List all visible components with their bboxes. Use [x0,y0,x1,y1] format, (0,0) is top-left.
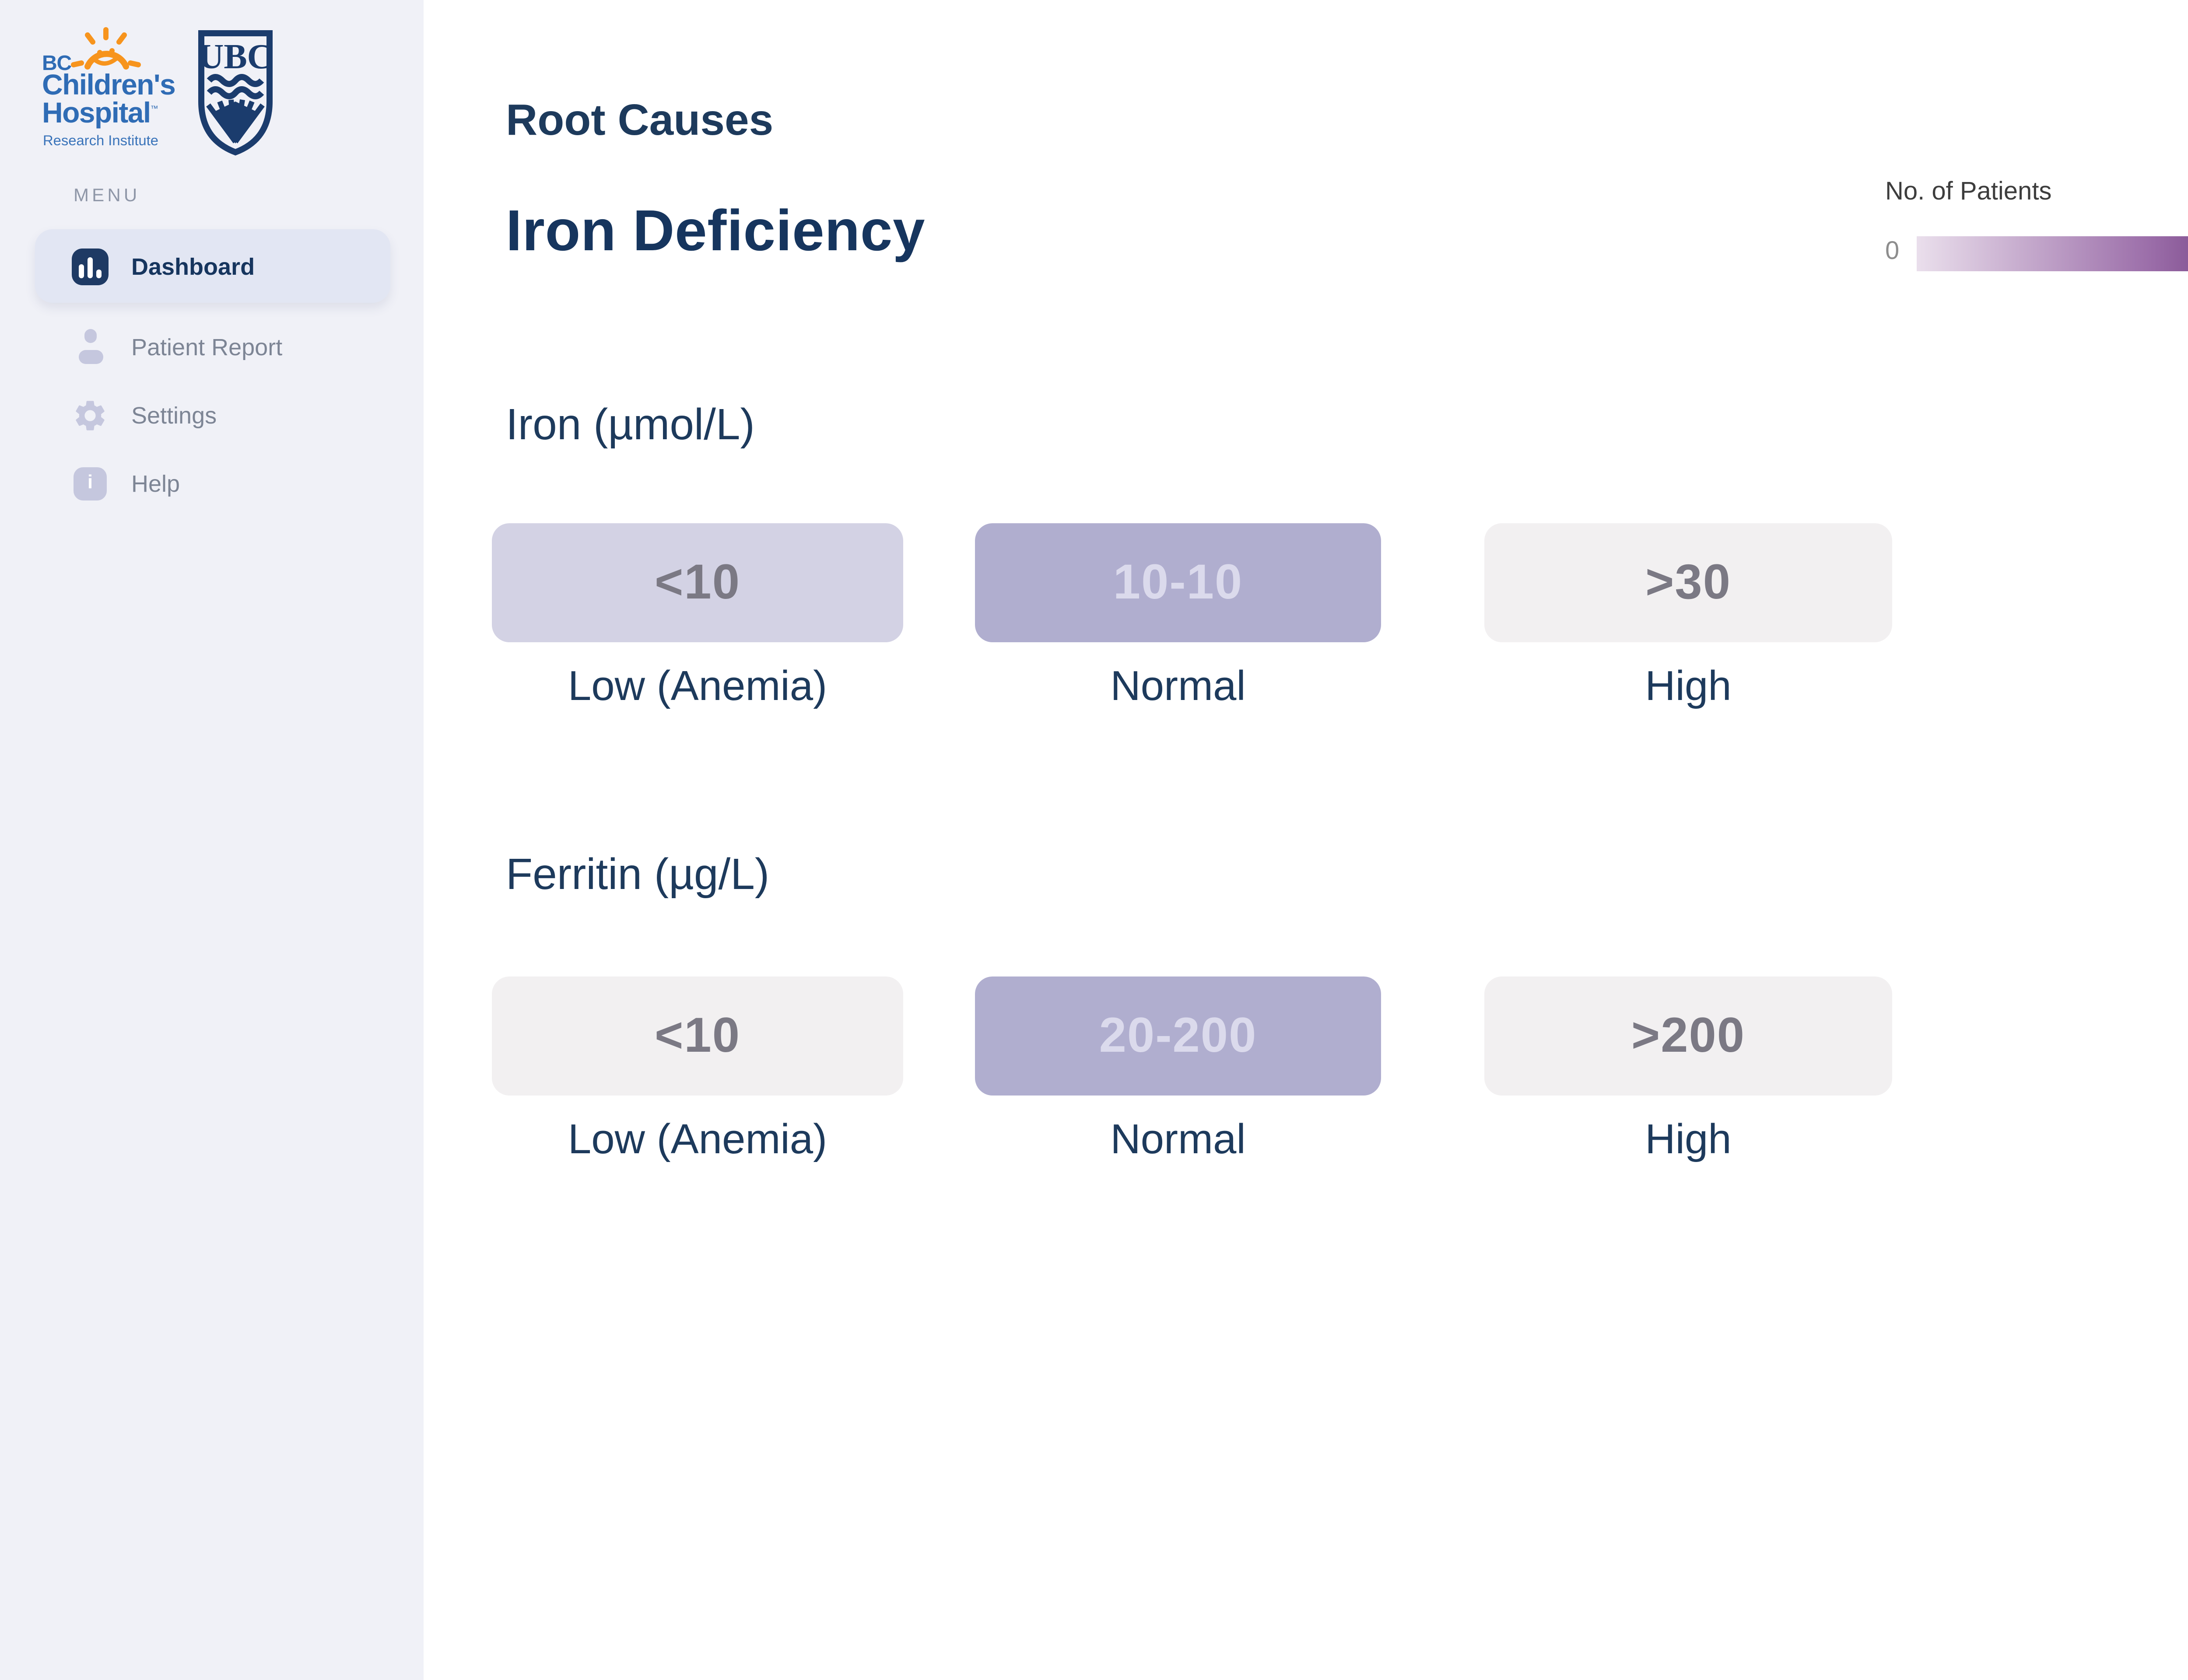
sidebar: BC Children's Hospital™ Research Institu… [0,0,424,1680]
cell-label-iron-high: High [1645,663,1732,710]
cell-label-ferritin-low: Low (Anemia) [568,1116,828,1164]
sidebar-item-dashboard[interactable]: Dashboard [35,229,390,303]
heatmap-cell-iron-high[interactable]: >30 [1484,523,1892,642]
cell-value: >30 [1645,555,1731,609]
sidebar-item-settings[interactable]: Settings [35,378,390,452]
page-title: Iron Deficiency [506,198,926,262]
sidebar-item-label: Dashboard [131,253,255,279]
cell-label-iron-normal: Normal [1110,663,1246,710]
sidebar-item-help[interactable]: i Help [35,446,390,520]
gear-icon [72,396,109,433]
cell-label-ferritin-normal: Normal [1110,1116,1246,1164]
legend-min-label: 0 [1885,238,1900,266]
svg-text:UBC: UBC [199,38,273,76]
heatmap-cell-iron-normal[interactable]: 10-10 [975,523,1381,642]
sidebar-item-label: Patient Report [131,333,283,360]
sidebar-item-label: Help [131,470,180,496]
menu-section-label: MENU [74,186,140,206]
sidebar-item-patient-report[interactable]: Patient Report [35,310,390,383]
cell-value: <10 [655,555,740,609]
bch-logo-line3: Research Institute [43,133,158,149]
info-icon: i [72,465,109,501]
heatmap-cell-iron-low[interactable]: <10 [492,523,903,642]
heatmap-cell-ferritin-normal[interactable]: 20-200 [975,976,1381,1096]
ubc-logo-shield: UBC [198,30,273,156]
bar-chart-icon [72,248,109,284]
trademark-symbol: ™ [150,104,158,113]
breadcrumb: Root Causes [506,96,774,145]
heatmap-cell-ferritin-high[interactable]: >200 [1484,976,1892,1096]
cell-value: 20-200 [1099,1008,1257,1062]
cell-value: <10 [655,1008,740,1062]
sun-icon [71,27,141,70]
cell-value: >200 [1631,1008,1746,1062]
cell-label-ferritin-high: High [1645,1116,1732,1164]
person-icon [72,328,109,365]
cell-label-iron-low: Low (Anemia) [568,663,828,710]
legend-title: No. of Patients [1885,178,2052,206]
bch-logo-line2: Hospital™ [42,98,158,130]
heatmap-cell-ferritin-low[interactable]: <10 [492,976,903,1096]
sidebar-item-label: Settings [131,402,217,428]
section-heading-iron: Iron (µmol/L) [506,401,755,450]
bch-logo-bc-text: BC [42,51,72,75]
section-heading-ferritin: Ferritin (µg/L) [506,850,770,900]
bch-logo: BC Children's Hospital™ Research Institu… [42,27,179,154]
bch-logo-line1: Children's [42,70,176,102]
cell-value: 10-10 [1113,555,1243,609]
legend-gradient-bar [1917,236,2188,271]
